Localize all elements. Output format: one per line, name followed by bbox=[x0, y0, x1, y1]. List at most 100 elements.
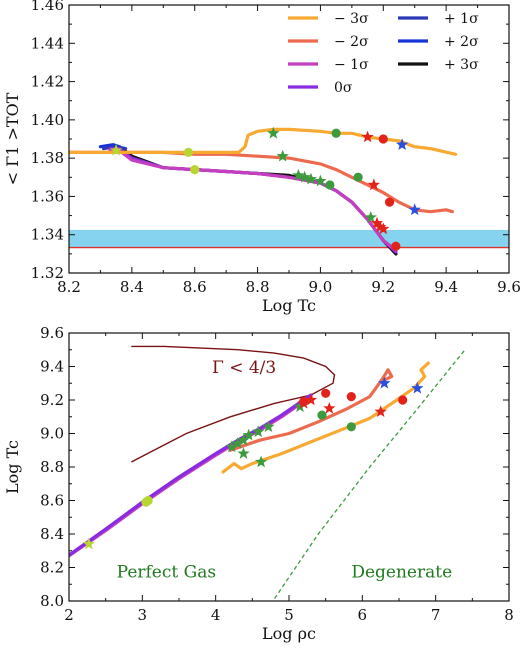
legend-label: + 3σ bbox=[444, 57, 479, 73]
annotation-text: Degenerate bbox=[351, 563, 452, 583]
series-line-z0 bbox=[69, 393, 313, 556]
x-axis-label: Log Tc bbox=[262, 296, 316, 315]
x-tick-label: 5 bbox=[284, 606, 294, 624]
star-marker bbox=[267, 126, 280, 139]
star-marker bbox=[255, 455, 268, 468]
y-tick-label: 8.6 bbox=[40, 492, 64, 510]
star-marker bbox=[314, 174, 327, 187]
star-marker bbox=[293, 400, 307, 412]
y-tick-label: 1.46 bbox=[31, 0, 64, 14]
circle-marker bbox=[378, 134, 388, 144]
star-marker bbox=[262, 420, 275, 433]
legend-label: − 3σ bbox=[334, 11, 369, 27]
circle-marker bbox=[384, 197, 395, 207]
legend: − 3σ − 2σ − 1σ 0σ + 1σ + 2σ + 3σ bbox=[288, 11, 479, 96]
star-marker bbox=[396, 138, 409, 150]
x-tick-label: 9.2 bbox=[371, 278, 395, 296]
star-marker bbox=[237, 433, 250, 446]
series-line-m3 bbox=[221, 361, 430, 474]
y-tick-label: 1.36 bbox=[31, 187, 64, 205]
star-marker bbox=[231, 437, 244, 449]
star-marker bbox=[292, 168, 305, 181]
x-tick-label: 9.6 bbox=[497, 278, 520, 296]
star-marker bbox=[367, 178, 380, 191]
star-marker bbox=[374, 405, 387, 417]
y-tick-label: 8.8 bbox=[40, 458, 64, 476]
star-marker bbox=[370, 216, 384, 229]
x-tick-label: 7 bbox=[431, 606, 441, 624]
star-marker bbox=[361, 130, 374, 143]
legend-label: + 2σ bbox=[444, 34, 479, 50]
y-axis-label: < Γ1 >TOT bbox=[3, 92, 22, 185]
top-panel: 8.2 8.4 8.6 8.8 9.0 9.2 9.4 9.6 1.32 1.34 1.36 1.38… bbox=[3, 0, 520, 315]
annotation-text: Perfect Gas bbox=[117, 563, 216, 583]
circle-marker bbox=[317, 410, 327, 420]
star-marker bbox=[252, 425, 265, 438]
x-tick-label: 8.8 bbox=[246, 278, 270, 296]
series-line-m2 bbox=[69, 150, 454, 214]
star-marker bbox=[364, 211, 377, 223]
star-marker bbox=[276, 149, 289, 162]
circle-marker bbox=[143, 495, 153, 506]
y-tick-label: 8.2 bbox=[40, 559, 64, 577]
star-marker bbox=[408, 203, 421, 216]
star-marker bbox=[82, 537, 95, 550]
series-line-m1 bbox=[108, 148, 398, 252]
star-marker bbox=[323, 401, 336, 414]
y-tick-label: 8.4 bbox=[40, 525, 64, 543]
star-marker bbox=[377, 222, 390, 235]
y-axis-label: Log Tc bbox=[3, 440, 22, 494]
gamma-band bbox=[69, 229, 509, 248]
y-tick-label: 9.6 bbox=[40, 324, 64, 342]
circle-marker bbox=[321, 388, 331, 398]
star-marker bbox=[411, 381, 424, 394]
circle-marker bbox=[299, 397, 309, 407]
plot-frame bbox=[68, 332, 510, 602]
series-line-m2 bbox=[228, 368, 394, 452]
circle-marker bbox=[325, 180, 335, 190]
y-tick-label: 1.38 bbox=[31, 149, 64, 167]
x-axis-label: Log ρc bbox=[262, 624, 316, 643]
x-tick-label: 2 bbox=[64, 606, 74, 624]
circle-marker bbox=[398, 395, 408, 405]
x-tick-label: 6 bbox=[358, 606, 368, 624]
x-tick-label: 3 bbox=[138, 606, 148, 624]
star-marker bbox=[225, 440, 238, 453]
y-tick-label: 1.42 bbox=[31, 73, 64, 91]
plot-area bbox=[69, 126, 509, 256]
x-tick-label: 8.6 bbox=[183, 278, 207, 296]
circle-marker bbox=[346, 422, 356, 432]
star-marker bbox=[304, 393, 318, 406]
star-marker bbox=[298, 170, 311, 183]
legend-label: 0σ bbox=[334, 80, 353, 96]
y-tick-label: 1.34 bbox=[31, 226, 64, 244]
legend-label: + 1σ bbox=[444, 11, 479, 27]
degenerate-boundary-line bbox=[272, 349, 466, 601]
bottom-panel: 2 3 4 5 6 7 8 8.0 8.2 8.4 8.6 8.8 9.0 9.2 9.4 9.6 Log ρc… bbox=[3, 324, 514, 643]
y-tick-label: 9.2 bbox=[40, 391, 64, 409]
x-tick-label: 9.4 bbox=[434, 278, 458, 296]
x-tick-label: 8.2 bbox=[57, 278, 81, 296]
circle-marker bbox=[183, 147, 194, 157]
legend-label: − 1σ bbox=[334, 57, 369, 73]
x-tick-label: 4 bbox=[211, 606, 221, 624]
star-marker bbox=[374, 220, 387, 233]
y-tick-label: 1.44 bbox=[31, 34, 64, 52]
x-tick-label: 9.0 bbox=[308, 278, 332, 296]
circle-marker bbox=[346, 392, 356, 402]
x-tick-label: 8 bbox=[504, 606, 514, 624]
circle-marker bbox=[353, 172, 363, 182]
y-tick-label: 8.0 bbox=[40, 592, 64, 610]
star-marker bbox=[110, 144, 123, 156]
y-tick-label: 1.40 bbox=[31, 111, 64, 129]
circle-marker bbox=[331, 128, 341, 138]
y-tick-label: 9.0 bbox=[40, 425, 64, 443]
legend-label: − 2σ bbox=[334, 34, 369, 50]
circle-marker bbox=[190, 165, 200, 175]
y-tick-label: 1.32 bbox=[31, 264, 64, 282]
gamma-boundary-curve bbox=[130, 345, 336, 463]
star-marker bbox=[304, 172, 318, 185]
annotation-text: Γ < 4/3 bbox=[212, 358, 276, 378]
plot-area bbox=[69, 345, 466, 601]
